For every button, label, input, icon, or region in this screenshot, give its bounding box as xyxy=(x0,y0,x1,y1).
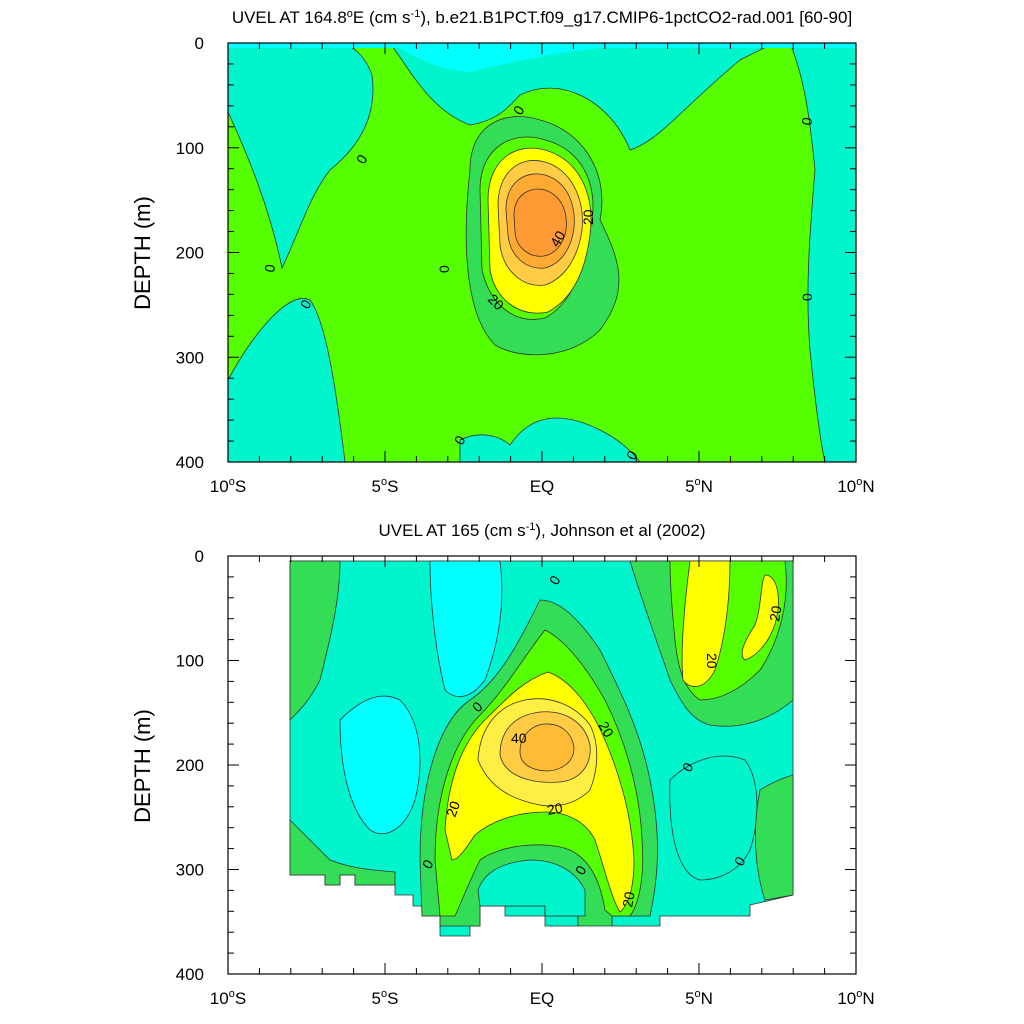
y-tick-label: 300 xyxy=(176,348,204,367)
top-chart-title: UVEL AT 164.8oE (cm s-1), b.e21.B1PCT.f0… xyxy=(232,8,852,27)
x-tick-label: 10oS xyxy=(210,476,246,496)
x-tick-label: 5oS xyxy=(372,476,399,496)
bottom-band-negative-right xyxy=(669,755,758,881)
bottom-band-20-right-a xyxy=(681,560,731,687)
top-band-core xyxy=(513,188,567,257)
top-band-negative-right xyxy=(789,43,856,462)
bottom-band-20-right-b xyxy=(741,574,779,661)
top-clabel: 0 xyxy=(261,263,278,274)
top-clabel: 40 xyxy=(547,228,569,250)
top-clabel: 0 xyxy=(799,293,815,301)
bottom-y-axis-label: DEPTH (m) xyxy=(130,709,155,823)
top-clabel: 0 xyxy=(798,116,815,127)
bottom-clabel: 40 xyxy=(511,730,527,746)
x-tick-label: 10oN xyxy=(837,988,874,1008)
top-band-negative-bottom xyxy=(459,417,641,462)
bottom-band-weak-positive-far-right xyxy=(755,774,794,901)
x-tick-label: 10oN xyxy=(837,476,874,496)
y-tick-label: 300 xyxy=(176,861,204,880)
y-tick-label: 400 xyxy=(176,453,204,472)
bottom-contour-field xyxy=(289,560,794,937)
bottom-band-core xyxy=(519,723,575,772)
bottom-panel: UVEL AT 165 (cm s-1), Johnson et al (200… xyxy=(130,521,875,1008)
top-clabel: 0 xyxy=(436,265,452,273)
top-band-negative-mid xyxy=(389,43,776,151)
x-tick-label: EQ xyxy=(530,989,555,1008)
bottom-clabel: 20 xyxy=(443,799,463,819)
top-band-negative-central xyxy=(228,298,346,462)
top-band-surface-right xyxy=(390,43,856,72)
x-tick-label: 5oN xyxy=(685,476,713,496)
y-tick-label: 0 xyxy=(195,547,204,566)
top-y-axis-label: DEPTH (m) xyxy=(130,196,155,310)
bottom-band-weak-negative-left xyxy=(339,695,421,835)
bottom-band-weak-positive-left xyxy=(289,560,341,721)
x-tick-label: 5oN xyxy=(685,988,713,1008)
bottom-clabel: 20 xyxy=(766,604,784,622)
bottom-clabel: 20 xyxy=(704,653,720,669)
bottom-band-weak-negative-top xyxy=(429,560,503,697)
x-tick-label: EQ xyxy=(530,477,555,496)
y-tick-label: 200 xyxy=(176,756,204,775)
bottom-clabel: 20 xyxy=(595,719,617,741)
y-tick-label: 200 xyxy=(176,244,204,263)
bottom-axes: 10oS 5oS EQ 5oN 10oN 0 100 200 300 400 xyxy=(176,547,875,1008)
bottom-band-weak-positive-left-deep xyxy=(289,819,396,886)
bottom-clabel: 20 xyxy=(546,799,564,817)
y-tick-label: 400 xyxy=(176,965,204,984)
y-tick-label: 100 xyxy=(176,652,204,671)
top-panel: UVEL AT 164.8oE (cm s-1), b.e21.B1PCT.f0… xyxy=(130,8,875,496)
top-band-negative-left xyxy=(228,43,374,270)
bottom-band-deep-pocket xyxy=(477,859,586,917)
x-tick-label: 10oS xyxy=(210,988,246,1008)
x-tick-label: 5oS xyxy=(372,988,399,1008)
bottom-chart-title: UVEL AT 165 (cm s-1), Johnson et al (200… xyxy=(379,521,706,540)
y-tick-label: 0 xyxy=(195,34,204,53)
top-contour-field xyxy=(228,43,856,462)
bottom-clabel: 20 xyxy=(619,890,637,908)
y-tick-label: 100 xyxy=(176,139,204,158)
top-clabel: 20 xyxy=(580,209,596,225)
